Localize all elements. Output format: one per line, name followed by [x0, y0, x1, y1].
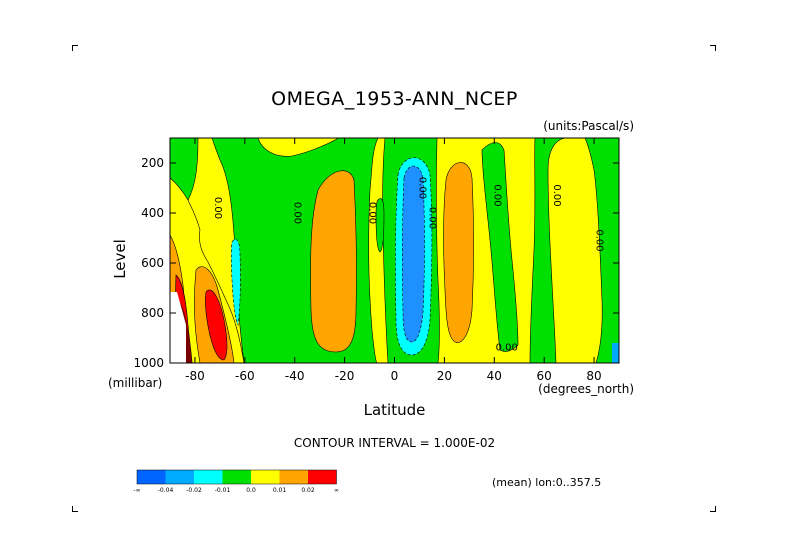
x-axis-unit: (degrees_north)	[538, 382, 634, 396]
contour-labels: 0.00 0.00 0.00 0.00 0.00 0.00 0.00 0.00 0.00	[212, 177, 605, 354]
legend-swatch	[222, 470, 251, 484]
x-tick-label: 80	[586, 369, 601, 383]
x-ticks: -80 -60 -40 -20 0 20 40 60 80	[185, 138, 602, 383]
contour-label: 0.00	[496, 343, 518, 354]
legend-label: 0.01	[273, 487, 287, 494]
contour-label: 0.00	[292, 202, 303, 224]
legend-swatch	[194, 470, 223, 484]
contour-label: 0.00	[491, 184, 502, 206]
crop-mark-bottom-right	[710, 506, 716, 512]
crop-mark-top-left	[72, 45, 78, 51]
x-tick-label: -40	[285, 369, 305, 383]
contour-label: 0.00	[367, 202, 378, 224]
legend-label: -0.02	[186, 487, 202, 494]
legend-swatch	[308, 470, 337, 484]
contour-label: 0.00	[212, 197, 223, 219]
legend-swatch	[165, 470, 194, 484]
x-tick-label: 0	[391, 369, 399, 383]
x-tick-label: 40	[487, 369, 502, 383]
y-tick-label: 200	[141, 156, 164, 170]
x-axis-label: Latitude	[363, 401, 426, 419]
y-tick-label: 400	[141, 206, 164, 220]
legend-label: 0.0	[246, 487, 256, 494]
y-axis-unit: (millibar)	[108, 376, 163, 390]
y-tick-label: 1000	[133, 356, 164, 370]
x-tick-label: 60	[537, 369, 552, 383]
legend-swatch	[137, 470, 166, 484]
contour-interval: CONTOUR INTERVAL = 1.000E-02	[293, 436, 496, 450]
x-tick-label: -60	[235, 369, 255, 383]
legend-label: -0.04	[158, 487, 174, 494]
mean-lon-note: (mean) lon:0..357.5	[492, 476, 602, 489]
units-note: (units:Pascal/s)	[543, 119, 634, 133]
legend-label: ∞	[334, 487, 339, 494]
x-tick-label: 20	[437, 369, 452, 383]
legend-label: -∞	[133, 487, 140, 494]
x-tick-label: -80	[185, 369, 205, 383]
crop-mark-top-right	[710, 45, 716, 51]
color-legend: -∞ -0.04 -0.02 -0.01 0.0 0.01 0.02 ∞	[133, 469, 339, 494]
legend-swatch	[251, 470, 280, 484]
y-tick-label: 600	[141, 256, 164, 270]
contour-label: 0.00	[594, 229, 605, 251]
chart-title: OMEGA_1953-ANN_NCEP	[271, 88, 518, 110]
legend-swatch	[279, 470, 308, 484]
y-tick-label: 800	[141, 306, 164, 320]
contour-label: 0.00	[416, 177, 427, 199]
contour-label: 0.00	[426, 207, 437, 229]
crop-mark-bottom-left	[72, 506, 78, 512]
y-ticks: 200 400 600 800 1000	[133, 156, 619, 370]
contour-label: 0.00	[551, 184, 562, 206]
legend-label: 0.02	[301, 487, 315, 494]
legend-label: -0.01	[215, 487, 231, 494]
x-tick-label: -20	[335, 369, 355, 383]
contour-fill	[170, 138, 619, 363]
legend-frame	[136, 469, 337, 485]
